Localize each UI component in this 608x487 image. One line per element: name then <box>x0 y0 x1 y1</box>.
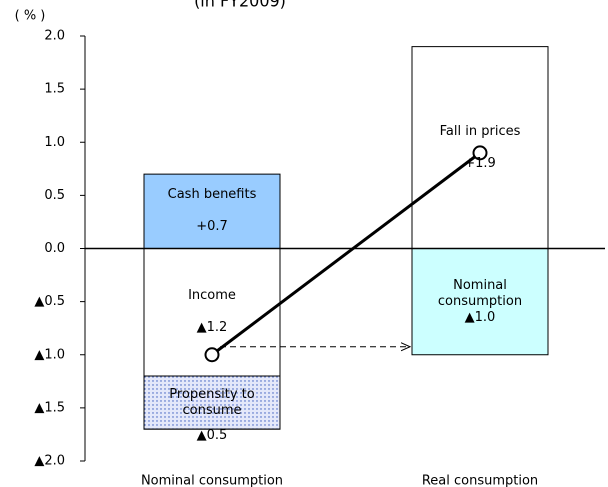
y-unit: ( % ) <box>15 9 46 24</box>
bar-segment <box>411 248 549 356</box>
y-tick-label: 1.5 <box>44 82 65 97</box>
series-name: Fall in prices <box>439 123 521 139</box>
y-tick-label: ▲1.0 <box>34 347 65 362</box>
value-label: ▲1.2 <box>196 320 228 336</box>
series-name: Income <box>188 288 236 304</box>
value-label: +1.9 <box>464 155 496 171</box>
point <box>472 145 488 161</box>
y-tick-label: 2.0 <box>44 29 65 44</box>
y-tick-label: ▲1.5 <box>34 400 65 415</box>
y-tick-label: 0.0 <box>44 241 65 256</box>
value-label: ▲1.0 <box>464 309 496 325</box>
bar-pattern <box>143 375 281 430</box>
series-name: Propensity to consume <box>169 386 255 418</box>
series-name: Nominal consumption <box>437 277 523 309</box>
y-tick-label: ▲2.0 <box>34 454 65 469</box>
y-tick-label: 0.5 <box>44 188 65 203</box>
series-name: Cash benefits <box>167 187 257 203</box>
line <box>211 151 481 356</box>
x-tick-label: Nominal consumption <box>141 474 283 487</box>
value-label: +0.7 <box>196 219 228 235</box>
y-tick-label: 1.0 <box>44 135 65 150</box>
x-tick-label: Real consumption <box>422 474 538 487</box>
y-tick-label: ▲0.5 <box>34 294 65 309</box>
chart-title: (in FY2009) <box>194 0 286 11</box>
bar-segment <box>143 173 281 249</box>
point <box>204 347 220 363</box>
value-label: ▲0.5 <box>196 428 228 444</box>
